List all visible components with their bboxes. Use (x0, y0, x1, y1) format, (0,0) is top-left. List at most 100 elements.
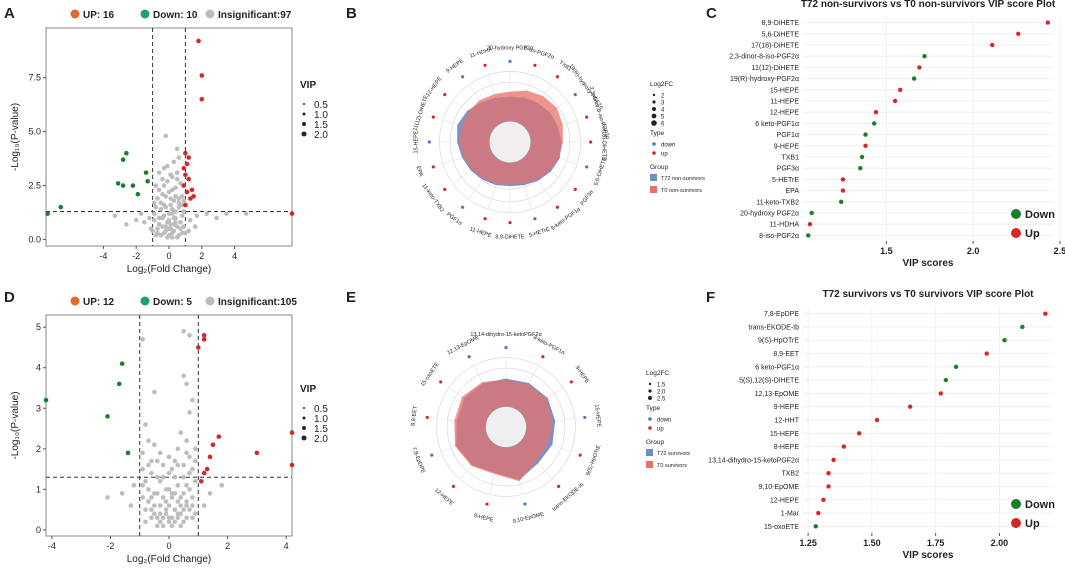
category-label: 12-HEPE (770, 110, 800, 117)
insignificant-point (183, 230, 188, 236)
insignificant-point (173, 209, 178, 214)
insignificant-point (140, 337, 145, 342)
radar-size-marker (648, 382, 652, 386)
vip-size-marker (302, 416, 306, 420)
radar-size-label: 1.5 (657, 383, 666, 389)
insignificant-point (166, 503, 172, 508)
up-point (195, 345, 201, 350)
panel-label-D: D (4, 289, 15, 306)
insignificant-point (172, 507, 178, 512)
insignificant-point (184, 450, 189, 456)
y-axis-label: -Log₁₀(P-value) (10, 103, 21, 171)
vip-point (943, 377, 949, 383)
vip-point (938, 391, 943, 396)
insignificant-point (131, 483, 137, 488)
vip-point (856, 431, 862, 436)
insignificant-point (147, 215, 152, 221)
insignificant-point (176, 200, 182, 206)
up-point (181, 183, 187, 188)
radar-size-marker (648, 389, 652, 393)
up-point (201, 470, 207, 476)
vip-size-marker (302, 426, 306, 430)
radar-group-swatch (650, 174, 657, 181)
radar-center-disc (485, 406, 527, 448)
insignificant-point (140, 466, 145, 472)
radar-log2fc-marker (523, 502, 527, 506)
vip-point (1020, 324, 1025, 330)
vip-point (874, 417, 880, 423)
panel-label-C: C (706, 5, 717, 22)
up-point (184, 161, 190, 167)
insignificant-point (160, 474, 166, 480)
up-point (216, 434, 222, 439)
y-tick-label: 7.5 (28, 73, 41, 83)
insignificant-point (165, 235, 170, 240)
radar-group-swatch (650, 186, 657, 193)
insignificant-point (155, 226, 160, 232)
category-label: 5(S),12(S)-DiHETE (739, 378, 799, 385)
panel-label-B: B (346, 5, 357, 22)
radar-log2fc-marker (589, 140, 593, 144)
vip-point (841, 444, 847, 449)
legend-up-marker (1011, 518, 1021, 528)
radar-type-label: up (657, 427, 664, 433)
up-point (199, 96, 205, 102)
radar-category-label: 11-HDHA (469, 47, 493, 60)
x-tick-label: 1.5 (880, 246, 893, 256)
radar-category-label: 8-iso-PGF2α (523, 45, 555, 61)
insignificant-point (190, 466, 195, 472)
radar-log2fc-marker (541, 355, 545, 359)
down-point (115, 181, 121, 186)
insignificant-point (168, 172, 173, 178)
vip-point (809, 210, 814, 216)
insignificant-point (161, 202, 167, 208)
category-label: 5,6-DiHETE (762, 31, 800, 38)
insignificant-point (158, 200, 164, 206)
insignificant-point (166, 519, 172, 525)
insignificant-point (157, 450, 163, 456)
y-tick-label: 2 (36, 444, 41, 454)
insignificant-point (153, 232, 159, 238)
radar-category-label: 12-HEPE (433, 488, 454, 508)
vip-point (831, 457, 836, 463)
insignificant-point (165, 178, 170, 184)
insignificant-point (154, 474, 160, 480)
insignificant-point (166, 487, 172, 492)
insignificant-point (143, 422, 148, 427)
radar-category-label: 7,8-EpDPE (410, 446, 425, 474)
up-point (186, 155, 191, 160)
x-tick-label: 1.50 (863, 538, 881, 548)
insignificant-point (181, 491, 186, 496)
insignificant-point (169, 207, 175, 212)
insignificant-point (157, 478, 163, 484)
insignificant-point (151, 211, 157, 216)
insignificant-point (207, 491, 213, 496)
insignificant-point (112, 213, 118, 219)
radar-group-label: T72 survivors (657, 451, 690, 457)
insignificant-point (181, 462, 186, 468)
category-label: 5-HETrE (772, 177, 799, 184)
radar-type-label: down (657, 418, 671, 424)
insignificant-point (169, 187, 175, 193)
category-label: 13,14-dihydro-15-ketoPGF2α (708, 457, 799, 464)
insignificant-point (156, 170, 162, 175)
insignificant-point (171, 198, 177, 203)
plot-frame-D (45, 314, 293, 537)
insignificant-point (154, 515, 160, 521)
insignificant-point (160, 215, 165, 221)
radar-log2fc-marker (483, 63, 487, 67)
insignificant-point (176, 196, 182, 201)
category-label: 8-iso-PGF2α (759, 233, 799, 240)
vip-point (984, 351, 989, 356)
up-point (289, 430, 295, 435)
insignificant-point (178, 495, 184, 500)
radar-type-label: down (661, 143, 675, 149)
radar-log2fc-marker (427, 140, 431, 144)
insignificant-point (172, 458, 178, 464)
insignificant-point (173, 219, 178, 225)
legend-down-marker (1011, 209, 1021, 219)
insignificant-point (138, 211, 144, 216)
radar-legend-group-title: Group (646, 439, 664, 446)
radar-group-label: T0 non-survivors (661, 188, 702, 194)
category-label: 9-HEPE (774, 404, 800, 411)
